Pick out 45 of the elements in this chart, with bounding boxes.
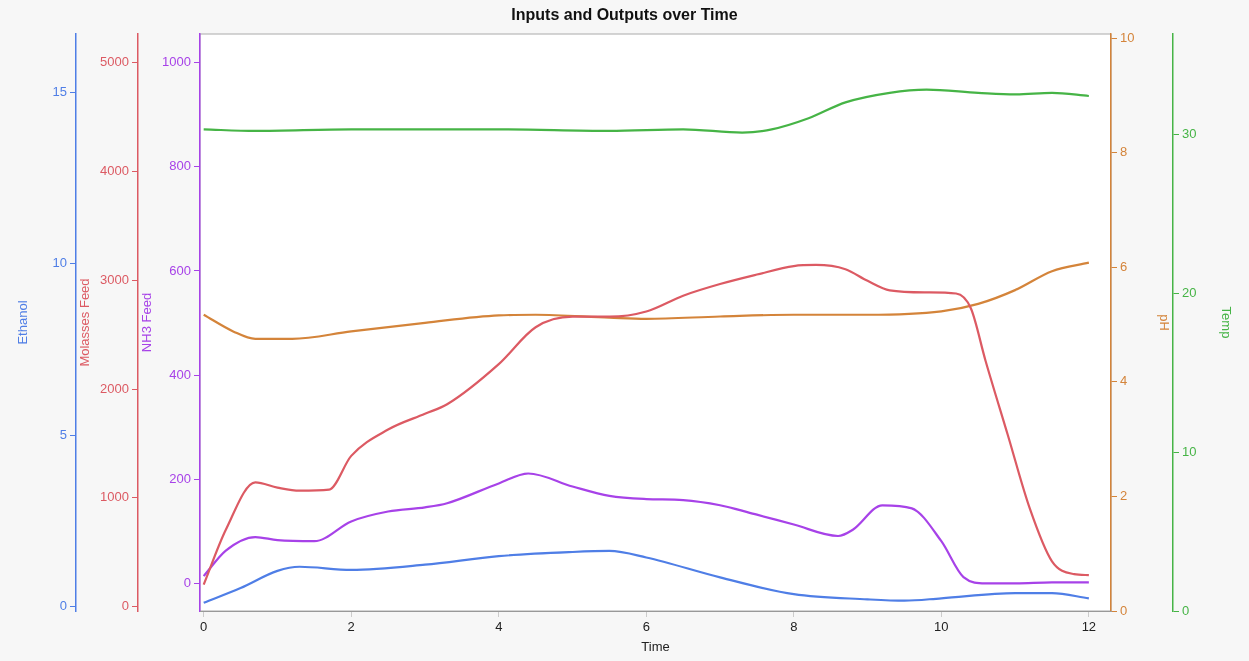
y2-tick-label: 6 (1120, 258, 1128, 274)
line-series (202, 263, 1090, 586)
y2-axis-title: Temp (1218, 306, 1234, 339)
y-axis-title: Molasses Feed (77, 278, 93, 367)
y2-tick-label: 30 (1182, 125, 1197, 141)
y-tick-label: 400 (169, 366, 191, 382)
x-tick-label: 10 (934, 619, 949, 635)
y-tick-label: 800 (169, 158, 191, 174)
y2-tick-label: 2 (1120, 487, 1128, 503)
x-axis-title: Time (641, 638, 670, 654)
y-tick-label: 0 (121, 598, 129, 614)
x-tick-label: 8 (790, 619, 798, 635)
y-tick-label: 15 (52, 83, 67, 99)
y-axis-title: NH3 Feed (139, 292, 155, 353)
y-tick-label: 0 (59, 598, 67, 614)
y-tick-label: 600 (169, 262, 191, 278)
line-series (202, 261, 1090, 340)
x-tick-label: 12 (1081, 619, 1097, 635)
y-tick-label: 10 (52, 255, 67, 271)
y2-tick-label: 10 (1182, 443, 1197, 459)
y-tick-label: 0 (183, 574, 191, 590)
y-tick-label: 200 (169, 470, 191, 486)
y-axis-title: Ethanol (15, 300, 31, 345)
y2-tick-label: 8 (1120, 144, 1128, 160)
y-tick-label: 1000 (162, 54, 191, 70)
chart-title: Inputs and Outputs over Time (510, 6, 739, 24)
y-tick-label: 4000 (100, 162, 129, 178)
y2-tick-label: 10 (1120, 29, 1135, 45)
y-tick-label: 5000 (100, 54, 129, 70)
y2-axis-title: pH (1156, 314, 1172, 331)
y-tick-label: 1000 (100, 489, 129, 505)
x-tick-label: 2 (347, 619, 355, 635)
y-tick-label: 5 (59, 426, 67, 442)
x-tick-label: 4 (495, 619, 503, 635)
x-tick-label: 6 (642, 619, 650, 635)
y-tick-label: 3000 (100, 271, 129, 287)
y2-tick-label: 0 (1182, 602, 1190, 618)
x-tick-label: 0 (200, 619, 208, 635)
line-series (202, 88, 1090, 134)
y2-tick-label: 20 (1182, 284, 1197, 300)
y2-tick-label: 4 (1120, 373, 1128, 389)
y2-tick-label: 0 (1120, 602, 1128, 618)
y-tick-label: 2000 (100, 380, 129, 396)
line-series (202, 549, 1090, 604)
line-series (202, 472, 1090, 585)
